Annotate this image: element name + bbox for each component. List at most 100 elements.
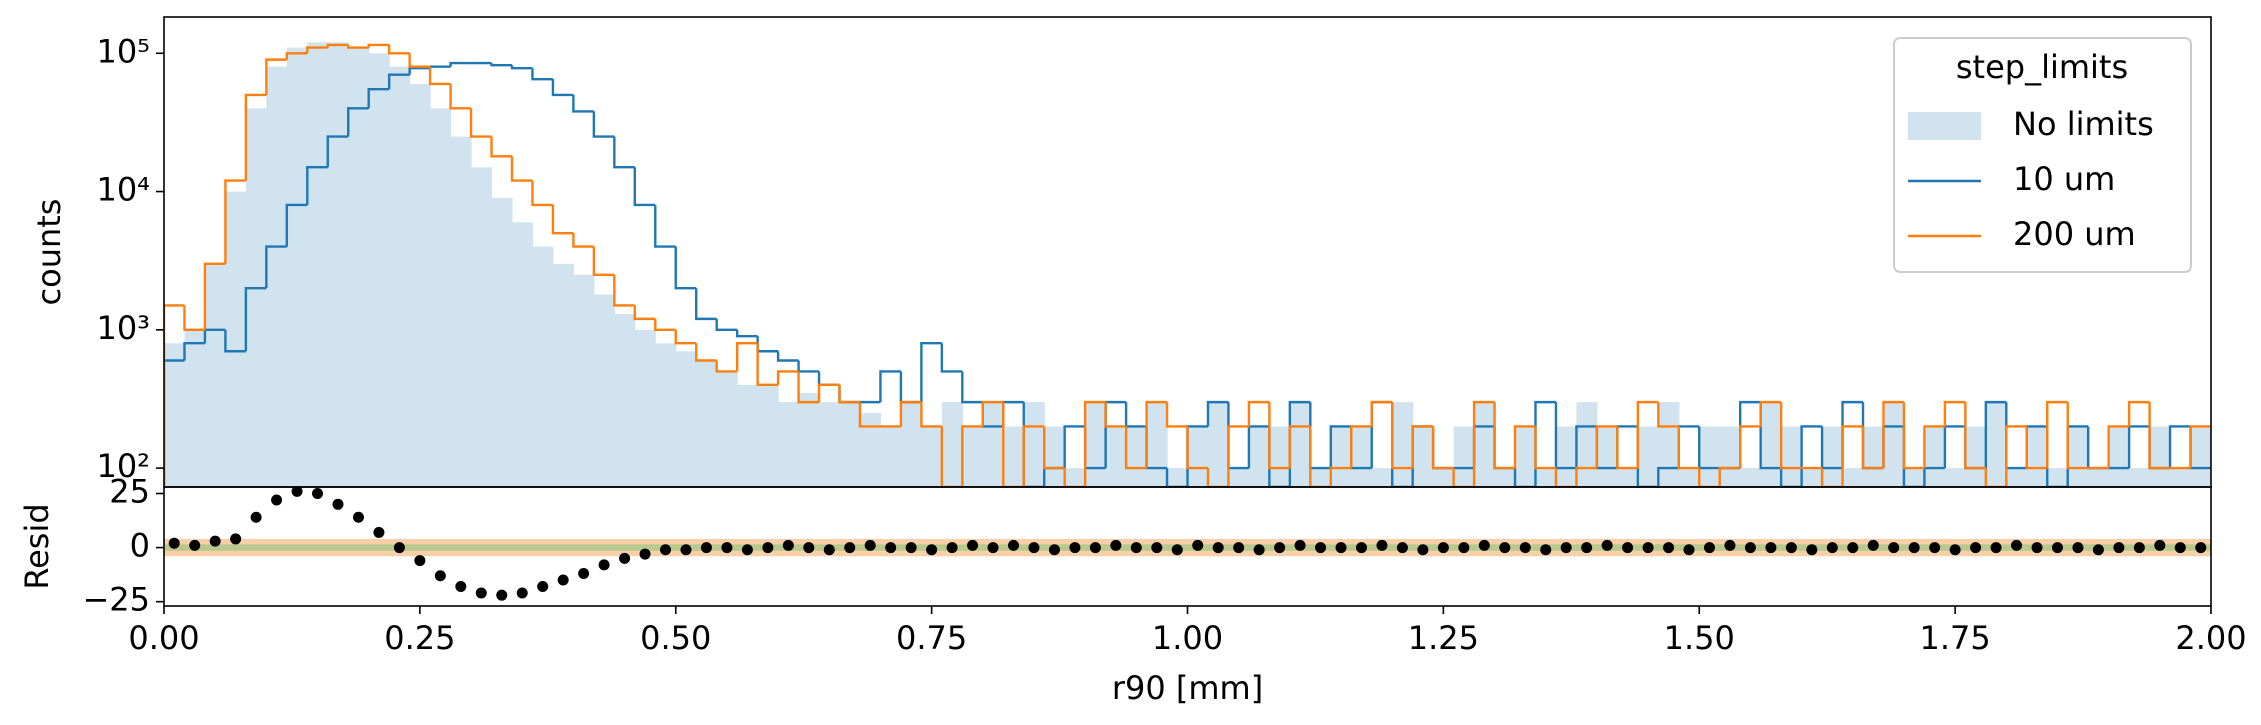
- hist-step: [1452, 468, 1475, 487]
- residual-point: [782, 539, 794, 551]
- hist-bar: [1924, 426, 1946, 487]
- residual-point: [1847, 542, 1859, 554]
- hist-bar: [1903, 468, 1926, 487]
- hist-bar: [737, 384, 759, 487]
- hist-bar: [880, 426, 902, 487]
- residual-point: [1642, 542, 1654, 554]
- hist-step: [367, 87, 390, 109]
- hist-step: [2005, 425, 2027, 487]
- hist-step: [285, 203, 308, 247]
- hist-step: [2066, 402, 2089, 470]
- hist-step: [531, 68, 553, 81]
- hist-step: [1841, 400, 1864, 469]
- hist-step: [326, 43, 349, 48]
- hist-step: [1186, 426, 1208, 470]
- residual-point: [1376, 539, 1388, 551]
- residual-point: [1028, 542, 1040, 554]
- x-tick-label: 1.50: [1664, 619, 1735, 657]
- residual-point: [803, 542, 815, 554]
- hist-step: [408, 67, 431, 75]
- hist-step: [1165, 402, 1188, 428]
- residual-point: [1908, 542, 1920, 554]
- y-axis-label: counts: [30, 199, 68, 306]
- residual-point: [1683, 544, 1695, 556]
- hist-step: [1616, 425, 1638, 469]
- hist-bar: [348, 47, 370, 487]
- hist-step: [613, 136, 635, 169]
- residual-point: [271, 494, 283, 506]
- residual-point: [291, 487, 303, 497]
- hist-step: [1350, 425, 1372, 469]
- hist-step: [1370, 400, 1393, 427]
- histogram-area: [164, 42, 2211, 487]
- residual-point: [1069, 542, 1081, 554]
- hist-step: [633, 167, 656, 207]
- hist-bar: [1596, 426, 1618, 487]
- hist-step: [2127, 425, 2150, 469]
- residual-point: [619, 552, 631, 564]
- hist-step: [695, 288, 717, 321]
- hist-step: [920, 402, 942, 428]
- hist-step: [715, 360, 738, 373]
- hist-step: [367, 43, 390, 48]
- hist-step: [2086, 426, 2109, 470]
- hist-bar: [471, 167, 493, 487]
- hist-bar: [1515, 426, 1537, 487]
- residual-point: [1929, 542, 1941, 554]
- residual-point: [741, 544, 753, 556]
- hist-step: [244, 93, 267, 181]
- residual-point: [434, 570, 446, 582]
- hist-bar: [1126, 426, 1148, 487]
- hist-step: [592, 246, 615, 277]
- y-axis-label: Resid: [18, 503, 56, 589]
- residual-point: [1785, 542, 1797, 554]
- residual-point: [1478, 539, 1490, 551]
- residual-point: [864, 539, 876, 551]
- x-tick-label: 0.25: [384, 619, 455, 657]
- residual-point: [660, 544, 672, 556]
- hist-step: [1534, 426, 1556, 470]
- hist-bar: [368, 53, 390, 487]
- hist-step: [797, 371, 820, 404]
- hist-step: [1554, 468, 1577, 487]
- hist-bar: [1801, 468, 1823, 487]
- residual-point: [516, 587, 528, 599]
- hist-bar: [1248, 426, 1270, 487]
- hist-step: [961, 371, 983, 404]
- legend-label: 200 um: [2013, 215, 2136, 253]
- hist-bar: [839, 402, 861, 487]
- residual-point: [1703, 542, 1715, 554]
- hist-step: [817, 371, 840, 387]
- hist-step: [2127, 400, 2150, 427]
- hist-bar: [204, 263, 227, 487]
- hist-bar: [1105, 426, 1127, 487]
- hist-step: [265, 245, 287, 289]
- residual-point: [1212, 542, 1224, 554]
- hist-step: [1820, 468, 1843, 487]
- x-axis-label: r90 [mm]: [1112, 669, 1263, 707]
- hist-step: [1083, 400, 1106, 487]
- residual-point: [1970, 542, 1982, 554]
- x-tick-label: 2.00: [2175, 619, 2246, 657]
- hist-step: [1964, 402, 1986, 470]
- hist-step: [1779, 468, 1802, 487]
- residual-point: [2031, 542, 2043, 554]
- hist-bar: [184, 329, 206, 487]
- hist-step: [1718, 466, 1741, 487]
- legend-title: step_limits: [1956, 48, 2128, 86]
- hist-step: [1227, 402, 1249, 470]
- hist-bar: [1023, 402, 1045, 487]
- hist-step: [1861, 426, 1884, 470]
- hist-step: [735, 342, 758, 372]
- hist-step: [490, 136, 512, 158]
- hist-step: [1329, 425, 1352, 469]
- hist-step: [838, 384, 860, 404]
- hist-bar: [962, 426, 984, 487]
- hist-step: [592, 111, 615, 138]
- legend-label: 10 um: [2013, 160, 2115, 198]
- hist-bar: [532, 246, 554, 487]
- residual-point: [1437, 542, 1449, 554]
- hist-step: [1227, 425, 1249, 487]
- hist-bar: [2067, 426, 2089, 487]
